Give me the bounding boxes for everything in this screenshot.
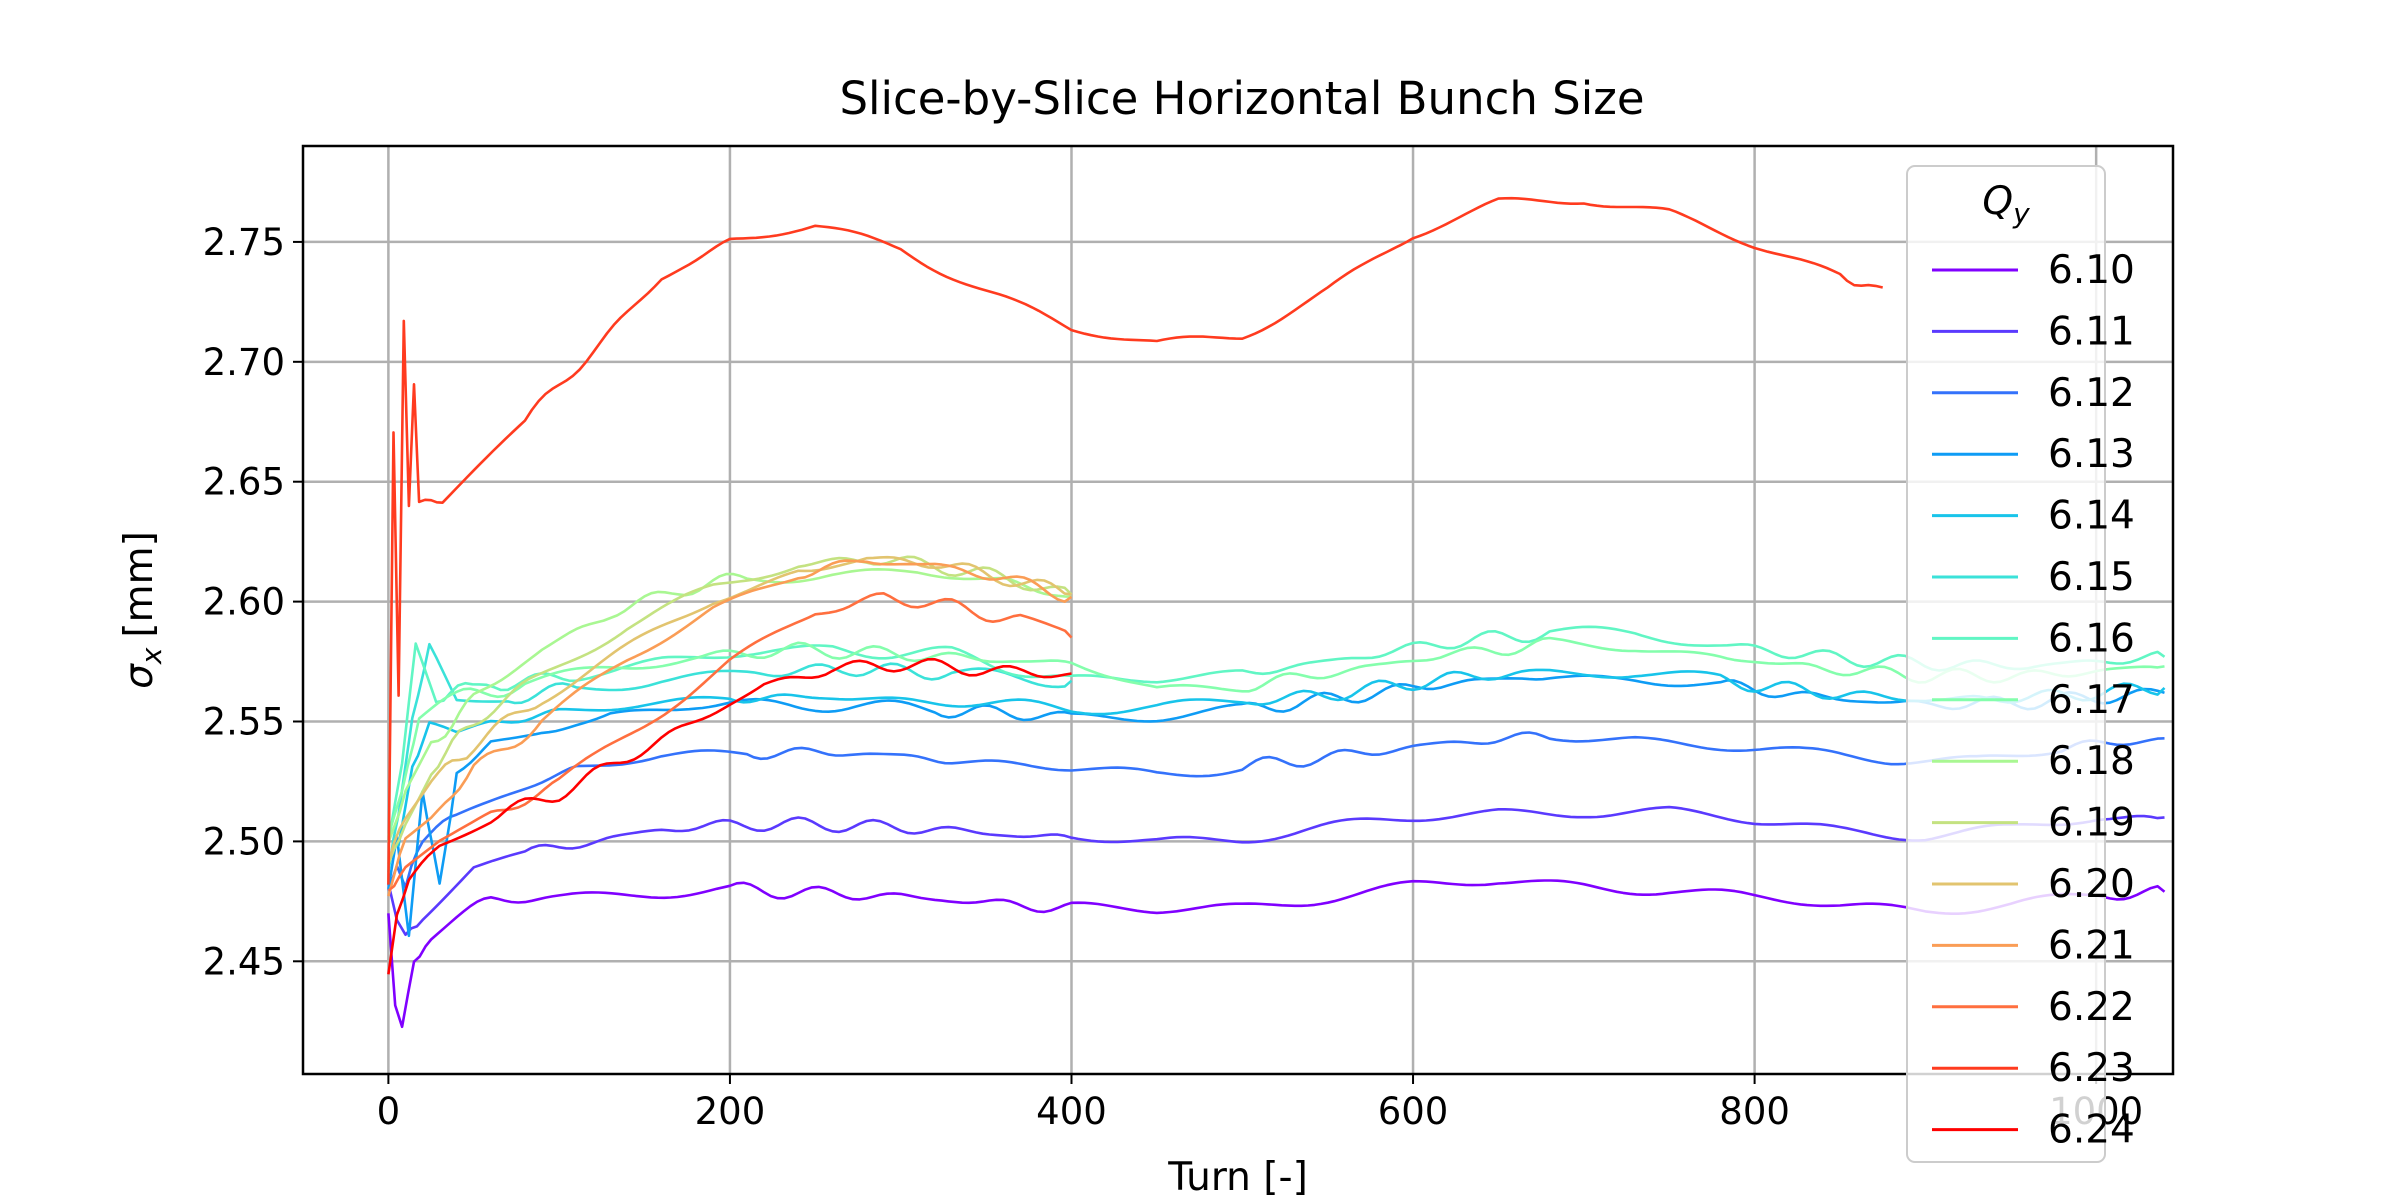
- legend-label-6.11: 6.11: [2048, 309, 2135, 354]
- legend: Qy 6.106.116.126.136.146.156.166.176.186…: [1906, 165, 2135, 1163]
- y-axis-label-unit: [mm]: [117, 531, 162, 637]
- legend-items: 6.10 6.11 6.12 6.13 6.14 6.15 6.16 6.17 6.18 6.19…: [1932, 248, 2135, 1153]
- legend-label-6.13: 6.13: [2048, 432, 2135, 477]
- legend-box: [1906, 165, 2106, 1163]
- series-line-6.10: [387, 879, 2166, 1029]
- legend-title: Qy: [1982, 179, 2030, 230]
- legend-label-6.17: 6.17: [2048, 678, 2135, 723]
- legend-label-6.22: 6.22: [2048, 985, 2135, 1030]
- legend-label-6.15: 6.15: [2048, 555, 2135, 600]
- plot-area: [301, 144, 2175, 1076]
- series-line-6.17: [387, 636, 2165, 837]
- legend-title-subscript: y: [2012, 197, 2030, 230]
- y-tick-label: 2.50: [203, 820, 285, 863]
- legend-label-6.14: 6.14: [2048, 494, 2135, 539]
- chart-title: Slice-by-Slice Horizontal Bunch Size: [839, 72, 1644, 125]
- y-axis-label: σx [mm]: [117, 531, 168, 689]
- x-tick-label: 800: [1719, 1090, 1790, 1133]
- plot-frame: [301, 144, 2175, 1076]
- y-tick-label: 2.60: [203, 581, 285, 624]
- y-tick-label: 2.45: [203, 940, 285, 983]
- y-tick-label: 2.75: [203, 221, 285, 264]
- x-tick-label: 200: [695, 1090, 766, 1133]
- series-line-6.18: [387, 567, 1072, 843]
- legend-label-6.20: 6.20: [2048, 862, 2135, 907]
- series-line-6.24: [387, 657, 1072, 975]
- series-line-6.21: [387, 559, 1073, 897]
- series-line-6.23: [387, 196, 1883, 885]
- series-line-6.11: [387, 805, 2165, 937]
- legend-label-6.23: 6.23: [2048, 1046, 2135, 1091]
- y-axis: 2.45 2.50 2.55 2.60 2.65 2.70 2.75: [203, 221, 303, 983]
- y-axis-label-symbol: σ: [117, 663, 162, 689]
- x-axis-label: Turn [-]: [1167, 1155, 1308, 1200]
- legend-label-6.18: 6.18: [2048, 739, 2135, 784]
- legend-label-6.16: 6.16: [2048, 616, 2135, 661]
- series-line-6.22: [387, 591, 1073, 892]
- series-line-6.12: [387, 731, 2165, 891]
- legend-label-6.12: 6.12: [2048, 371, 2135, 416]
- x-tick-label: 600: [1378, 1090, 1449, 1133]
- y-tick-label: 2.70: [203, 341, 285, 384]
- legend-title-symbol: Q: [1982, 179, 2013, 224]
- series-line-6.13: [387, 674, 2165, 938]
- legend-label-6.19: 6.19: [2048, 801, 2135, 846]
- x-axis: 02004006008001000: [377, 1074, 2143, 1133]
- y-tick-label: 2.65: [203, 461, 285, 504]
- y-axis-label-subscript: x: [135, 647, 168, 665]
- legend-label-6.10: 6.10: [2048, 248, 2135, 293]
- x-tick-label: 400: [1036, 1090, 1107, 1133]
- x-tick-label: 0: [377, 1090, 401, 1133]
- legend-label-6.24: 6.24: [2048, 1108, 2135, 1153]
- legend-label-6.21: 6.21: [2048, 923, 2135, 968]
- y-tick-label: 2.55: [203, 701, 285, 744]
- series-line-6.16: [387, 625, 2166, 843]
- series-lines: [387, 196, 2166, 1029]
- gridlines: [303, 146, 2173, 1074]
- series-line-6.14: [387, 668, 2166, 865]
- series-line-6.19: [387, 555, 1073, 865]
